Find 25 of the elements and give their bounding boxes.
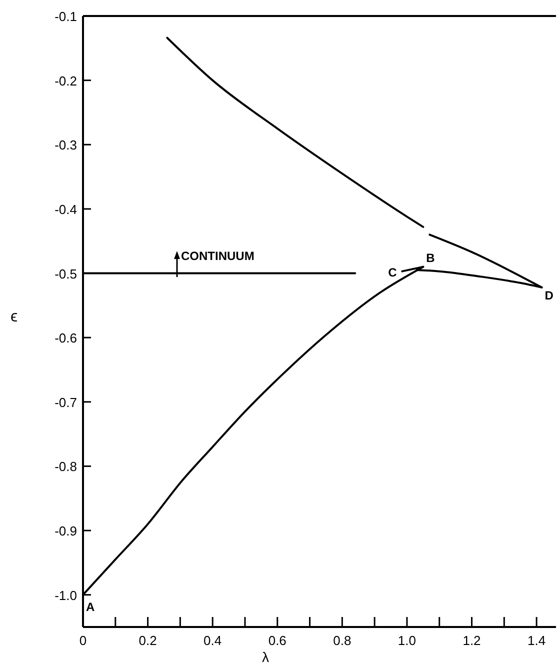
x-tick-label: 0.2 <box>138 633 157 648</box>
y-tick-label: -0.7 <box>54 394 77 410</box>
annotation: D <box>544 288 554 302</box>
y-tick-label: -0.6 <box>54 330 77 346</box>
y-tick-label: -0.3 <box>54 138 77 153</box>
x-axis-title: λ <box>262 649 269 664</box>
y-tick-label: -0.4 <box>54 202 77 217</box>
y-axis-title: ϵ <box>10 308 18 326</box>
x-tick-label: 0 <box>79 633 87 648</box>
y-tick-label: -0.2 <box>54 73 77 88</box>
x-tick-label: 0.8 <box>333 633 352 648</box>
y-tick-label: -0.8 <box>54 459 77 474</box>
y-tick-label: -0.5 <box>54 266 77 282</box>
annotation: A <box>86 600 95 614</box>
x-tick-label: 0.6 <box>268 633 286 648</box>
x-tick-label: 1.2 <box>462 633 481 648</box>
y-tick-label: -1.0 <box>54 588 77 603</box>
x-tick-label: 1.4 <box>528 633 546 648</box>
x-tick-label: 1.0 <box>398 633 416 648</box>
x-tick-label: 0.4 <box>204 633 222 648</box>
annotation: B <box>426 250 436 265</box>
y-tick-label: -0.9 <box>54 524 77 539</box>
annotation: C <box>388 265 398 280</box>
y-tick-label: -0.1 <box>54 9 77 24</box>
annotation: CONTINUUM <box>181 249 254 263</box>
